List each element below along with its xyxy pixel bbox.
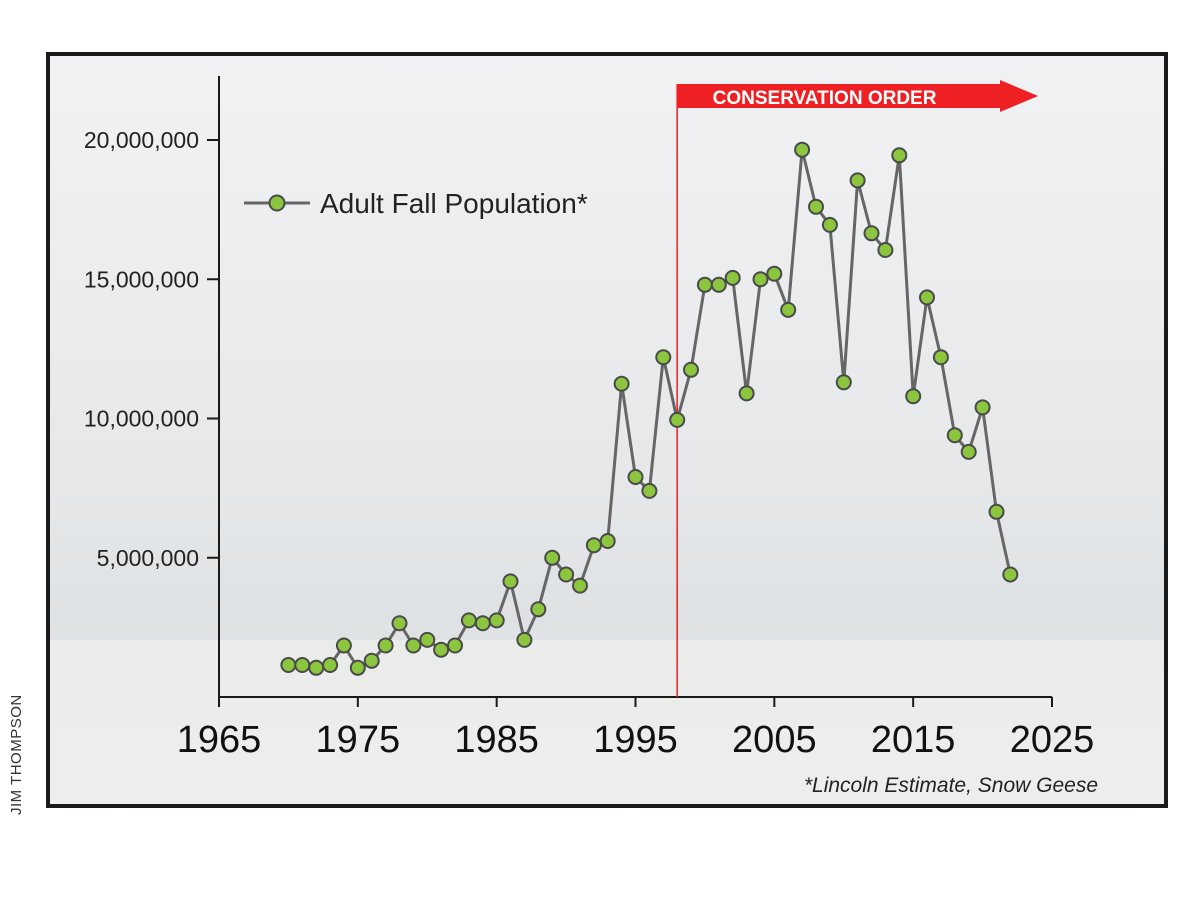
data-point-1970 xyxy=(280,657,297,673)
data-point-2013 xyxy=(877,242,894,258)
data-point-1975 xyxy=(349,659,366,676)
y-axis-ticks: 5,000,000 10,000,000 15,000,000 20,000,000 xyxy=(84,127,219,571)
y-tick-label-15-000-000: 15,000,000 xyxy=(84,266,199,292)
x-tick-label-1975: 1975 xyxy=(316,719,401,761)
x-tick-label-1985: 1985 xyxy=(454,719,539,761)
data-point-2000 xyxy=(696,276,713,293)
data-point-2014 xyxy=(891,147,908,164)
data-point-2008 xyxy=(808,198,824,215)
data-point-1995 xyxy=(627,469,644,485)
data-point-1984 xyxy=(474,615,491,632)
footnote: *Lincoln Estimate, Snow Geese xyxy=(804,774,1098,797)
background-photo xyxy=(48,54,1166,806)
data-point-2006 xyxy=(780,301,797,318)
data-point-1992 xyxy=(585,537,602,554)
data-point-1974 xyxy=(335,637,352,654)
x-tick-label-2015: 2015 xyxy=(871,719,956,761)
data-point-2021 xyxy=(988,503,1005,520)
y-tick-label-20-000-000: 20,000,000 xyxy=(84,127,199,153)
data-point-1977 xyxy=(377,637,394,654)
data-point-1998 xyxy=(669,411,686,428)
x-axis-ticks: 1965 1975 1985 1995 2005 2015 2025 xyxy=(177,697,1095,761)
data-point-1981 xyxy=(433,641,450,658)
data-point-1973 xyxy=(322,657,339,673)
legend-label: Adult Fall Population* xyxy=(320,188,588,219)
conservation-order-annotation: CONSERVATION ORDER xyxy=(676,80,1038,697)
data-point-1996 xyxy=(641,482,658,499)
data-point-2018 xyxy=(946,427,963,444)
data-point-2004 xyxy=(752,271,769,288)
data-point-1990 xyxy=(558,566,575,583)
data-point-2003 xyxy=(738,385,755,402)
data-point-1999 xyxy=(683,361,699,378)
data-point-1978 xyxy=(391,615,408,632)
data-point-2009 xyxy=(821,216,838,233)
y-tick-label-5-000-000: 5,000,000 xyxy=(97,545,199,571)
data-point-2010 xyxy=(835,374,852,391)
data-point-1994 xyxy=(613,375,630,392)
conservation-order-arrow xyxy=(677,80,1038,112)
data-point-2011 xyxy=(849,172,866,189)
data-point-1987 xyxy=(516,631,533,648)
photo-credit: JIM THOMPSON xyxy=(8,694,25,815)
data-point-2005 xyxy=(766,265,783,282)
data-point-2015 xyxy=(905,388,922,405)
data-point-1983 xyxy=(460,612,477,629)
data-point-1986 xyxy=(502,573,519,590)
data-point-2002 xyxy=(724,269,741,286)
chart-frame xyxy=(46,52,1168,808)
data-point-2019 xyxy=(960,443,977,460)
data-point-1993 xyxy=(599,533,616,549)
data-point-2016 xyxy=(919,289,935,306)
data-point-1980 xyxy=(419,631,436,648)
data-point-2022 xyxy=(1002,566,1019,583)
background-ground xyxy=(48,640,1166,806)
x-tick-label-1995: 1995 xyxy=(593,719,678,761)
x-tick-label-2005: 2005 xyxy=(732,719,817,761)
data-point-1988 xyxy=(530,601,547,618)
x-tick-label-1965: 1965 xyxy=(177,719,262,761)
legend-marker xyxy=(268,194,286,212)
data-point-1985 xyxy=(488,612,505,629)
conservation-order-label: CONSERVATION ORDER xyxy=(713,88,937,109)
data-point-1976 xyxy=(363,652,380,669)
y-tick-label-10-000-000: 10,000,000 xyxy=(84,406,199,432)
data-point-1991 xyxy=(572,577,588,594)
data-point-2017 xyxy=(932,349,949,366)
data-point-1972 xyxy=(308,659,325,676)
data-point-2012 xyxy=(863,225,880,242)
series-points xyxy=(280,141,1019,676)
data-point-1982 xyxy=(447,637,463,654)
data-point-1989 xyxy=(544,549,561,566)
x-tick-label-2025: 2025 xyxy=(1010,719,1095,761)
data-point-2020 xyxy=(974,399,991,416)
data-point-1971 xyxy=(294,657,311,673)
data-point-2007 xyxy=(794,141,811,158)
data-point-1997 xyxy=(655,349,672,366)
data-point-2001 xyxy=(710,276,727,293)
legend: Adult Fall Population* xyxy=(244,188,588,219)
data-point-1979 xyxy=(405,637,422,654)
